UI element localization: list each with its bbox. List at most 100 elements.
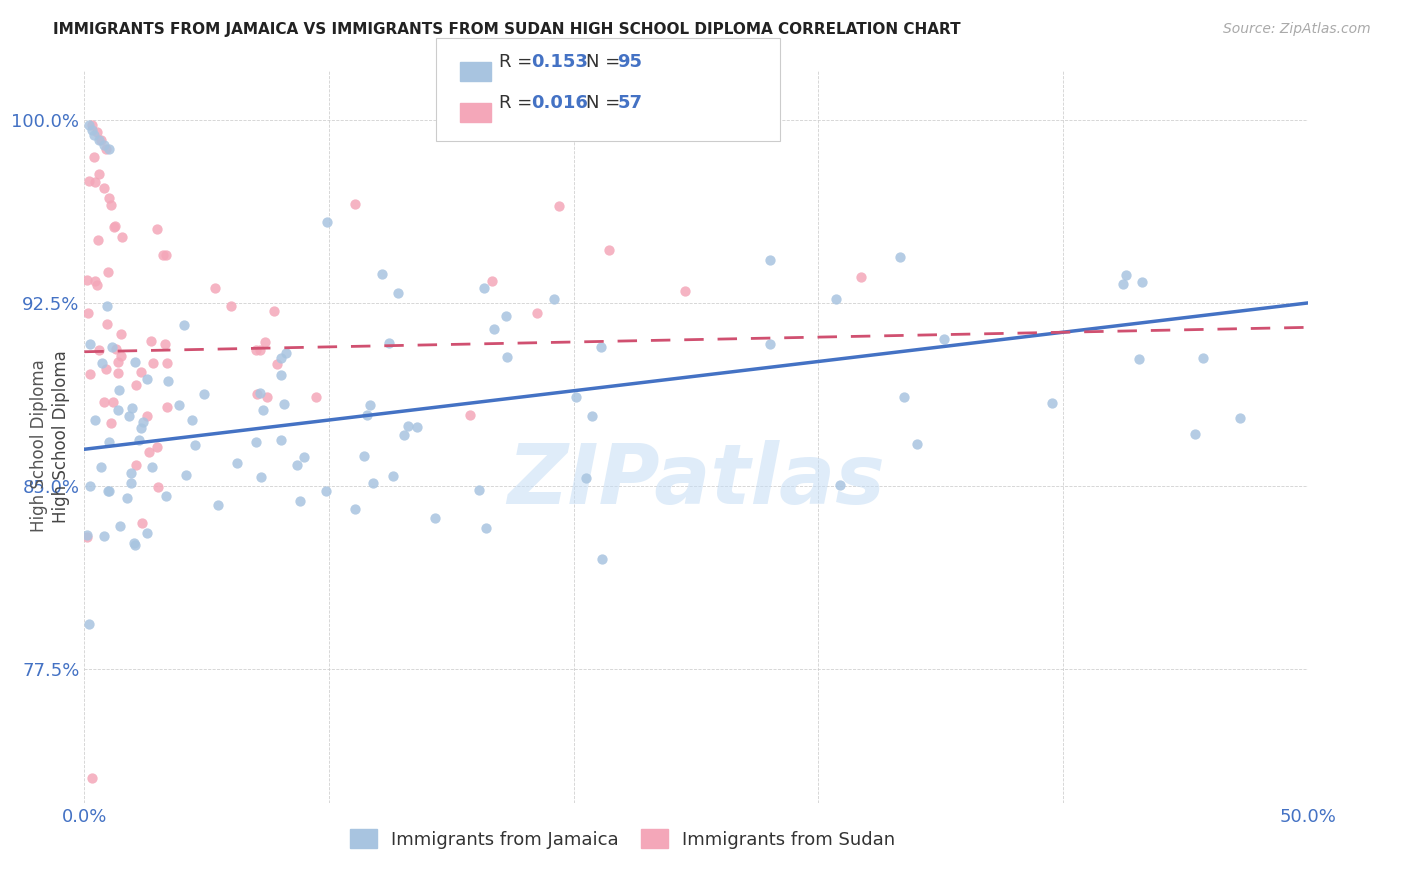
Text: 0.153: 0.153 [531,54,588,71]
Point [381,469,404,483]
Point [1115,268,1137,283]
Text: R =: R = [499,54,538,71]
Text: R =: R = [499,95,538,112]
Text: High School Diploma: High School Diploma [31,359,48,533]
Point [83,175,105,189]
Point [98,484,121,499]
Point [97,484,120,499]
Point [481,274,503,288]
Point [96,362,118,376]
Point [759,337,782,351]
Point [101,395,124,409]
Point [598,243,620,257]
Point [387,285,409,300]
Point [107,402,129,417]
Point [496,350,519,364]
Point [93,395,115,409]
Point [288,494,311,508]
Point [256,390,278,404]
Point [91,356,114,370]
Point [79,367,101,381]
Point [122,536,145,550]
Point [315,483,337,498]
Point [204,281,226,295]
Point [249,386,271,401]
Point [135,409,157,423]
Point [96,142,118,156]
Point [115,491,138,506]
Point [460,408,482,422]
Point [475,521,498,535]
Point [1128,351,1150,366]
Text: 0.016: 0.016 [531,95,588,112]
Point [425,510,447,524]
Point [104,219,127,233]
Point [316,215,339,229]
Point [76,273,98,287]
Point [907,437,929,451]
Text: N =: N = [586,54,626,71]
Point [124,538,146,552]
Point [87,167,110,181]
Point [100,417,122,431]
Point [96,299,118,313]
Point [252,403,274,417]
Point [103,219,125,234]
Point [548,199,571,213]
Point [80,118,103,132]
Point [129,420,152,434]
Point [1112,277,1135,292]
Point [830,478,852,492]
Point [77,306,100,320]
Text: 57: 57 [617,95,643,112]
Point [294,450,316,464]
Point [893,391,915,405]
Point [90,133,112,147]
Point [344,197,367,211]
Point [110,349,132,363]
Point [1130,275,1153,289]
Point [152,248,174,262]
Point [155,490,177,504]
Point [495,309,517,323]
Point [98,434,121,449]
Point [467,483,489,498]
Point [110,326,132,341]
Point [83,128,105,142]
Point [100,198,122,212]
Point [276,345,298,359]
Point [83,413,105,427]
Point [889,251,911,265]
Point [246,387,269,401]
Point [266,357,288,371]
Point [79,336,101,351]
Point [759,252,782,267]
Text: 95: 95 [617,54,643,71]
Point [142,356,165,370]
Point [270,434,292,448]
Point [132,415,155,429]
Point [108,519,131,533]
Point [245,434,267,449]
Point [128,433,150,447]
Text: N =: N = [586,95,626,112]
Point [146,222,169,236]
Point [124,355,146,369]
Text: Source: ZipAtlas.com: Source: ZipAtlas.com [1223,22,1371,37]
Point [86,277,108,292]
Point [273,396,295,410]
Point [111,229,134,244]
Point [207,498,229,512]
Point [245,343,267,357]
Point [97,142,120,156]
Point [219,299,242,313]
Point [136,526,159,541]
Point [84,275,107,289]
Point [378,336,401,351]
Point [101,340,124,354]
Point [105,342,128,356]
Point [156,356,179,370]
Point [1229,411,1251,425]
Point [93,137,115,152]
Point [107,354,129,368]
